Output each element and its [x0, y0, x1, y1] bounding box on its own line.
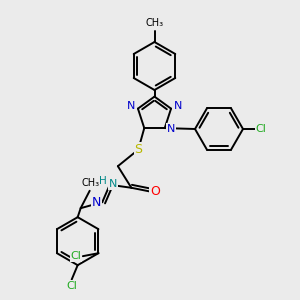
Text: Cl: Cl: [66, 280, 77, 291]
Text: N: N: [167, 124, 176, 134]
Text: Cl: Cl: [71, 251, 82, 261]
Text: H: H: [99, 176, 107, 186]
Text: N: N: [127, 101, 136, 111]
Text: CH₃: CH₃: [146, 18, 164, 28]
Text: Cl: Cl: [256, 124, 266, 134]
Text: N: N: [92, 196, 102, 209]
Text: N: N: [109, 179, 117, 189]
Text: O: O: [150, 185, 160, 198]
Text: N: N: [173, 101, 182, 111]
Text: CH₃: CH₃: [82, 178, 100, 188]
Text: S: S: [134, 143, 142, 156]
